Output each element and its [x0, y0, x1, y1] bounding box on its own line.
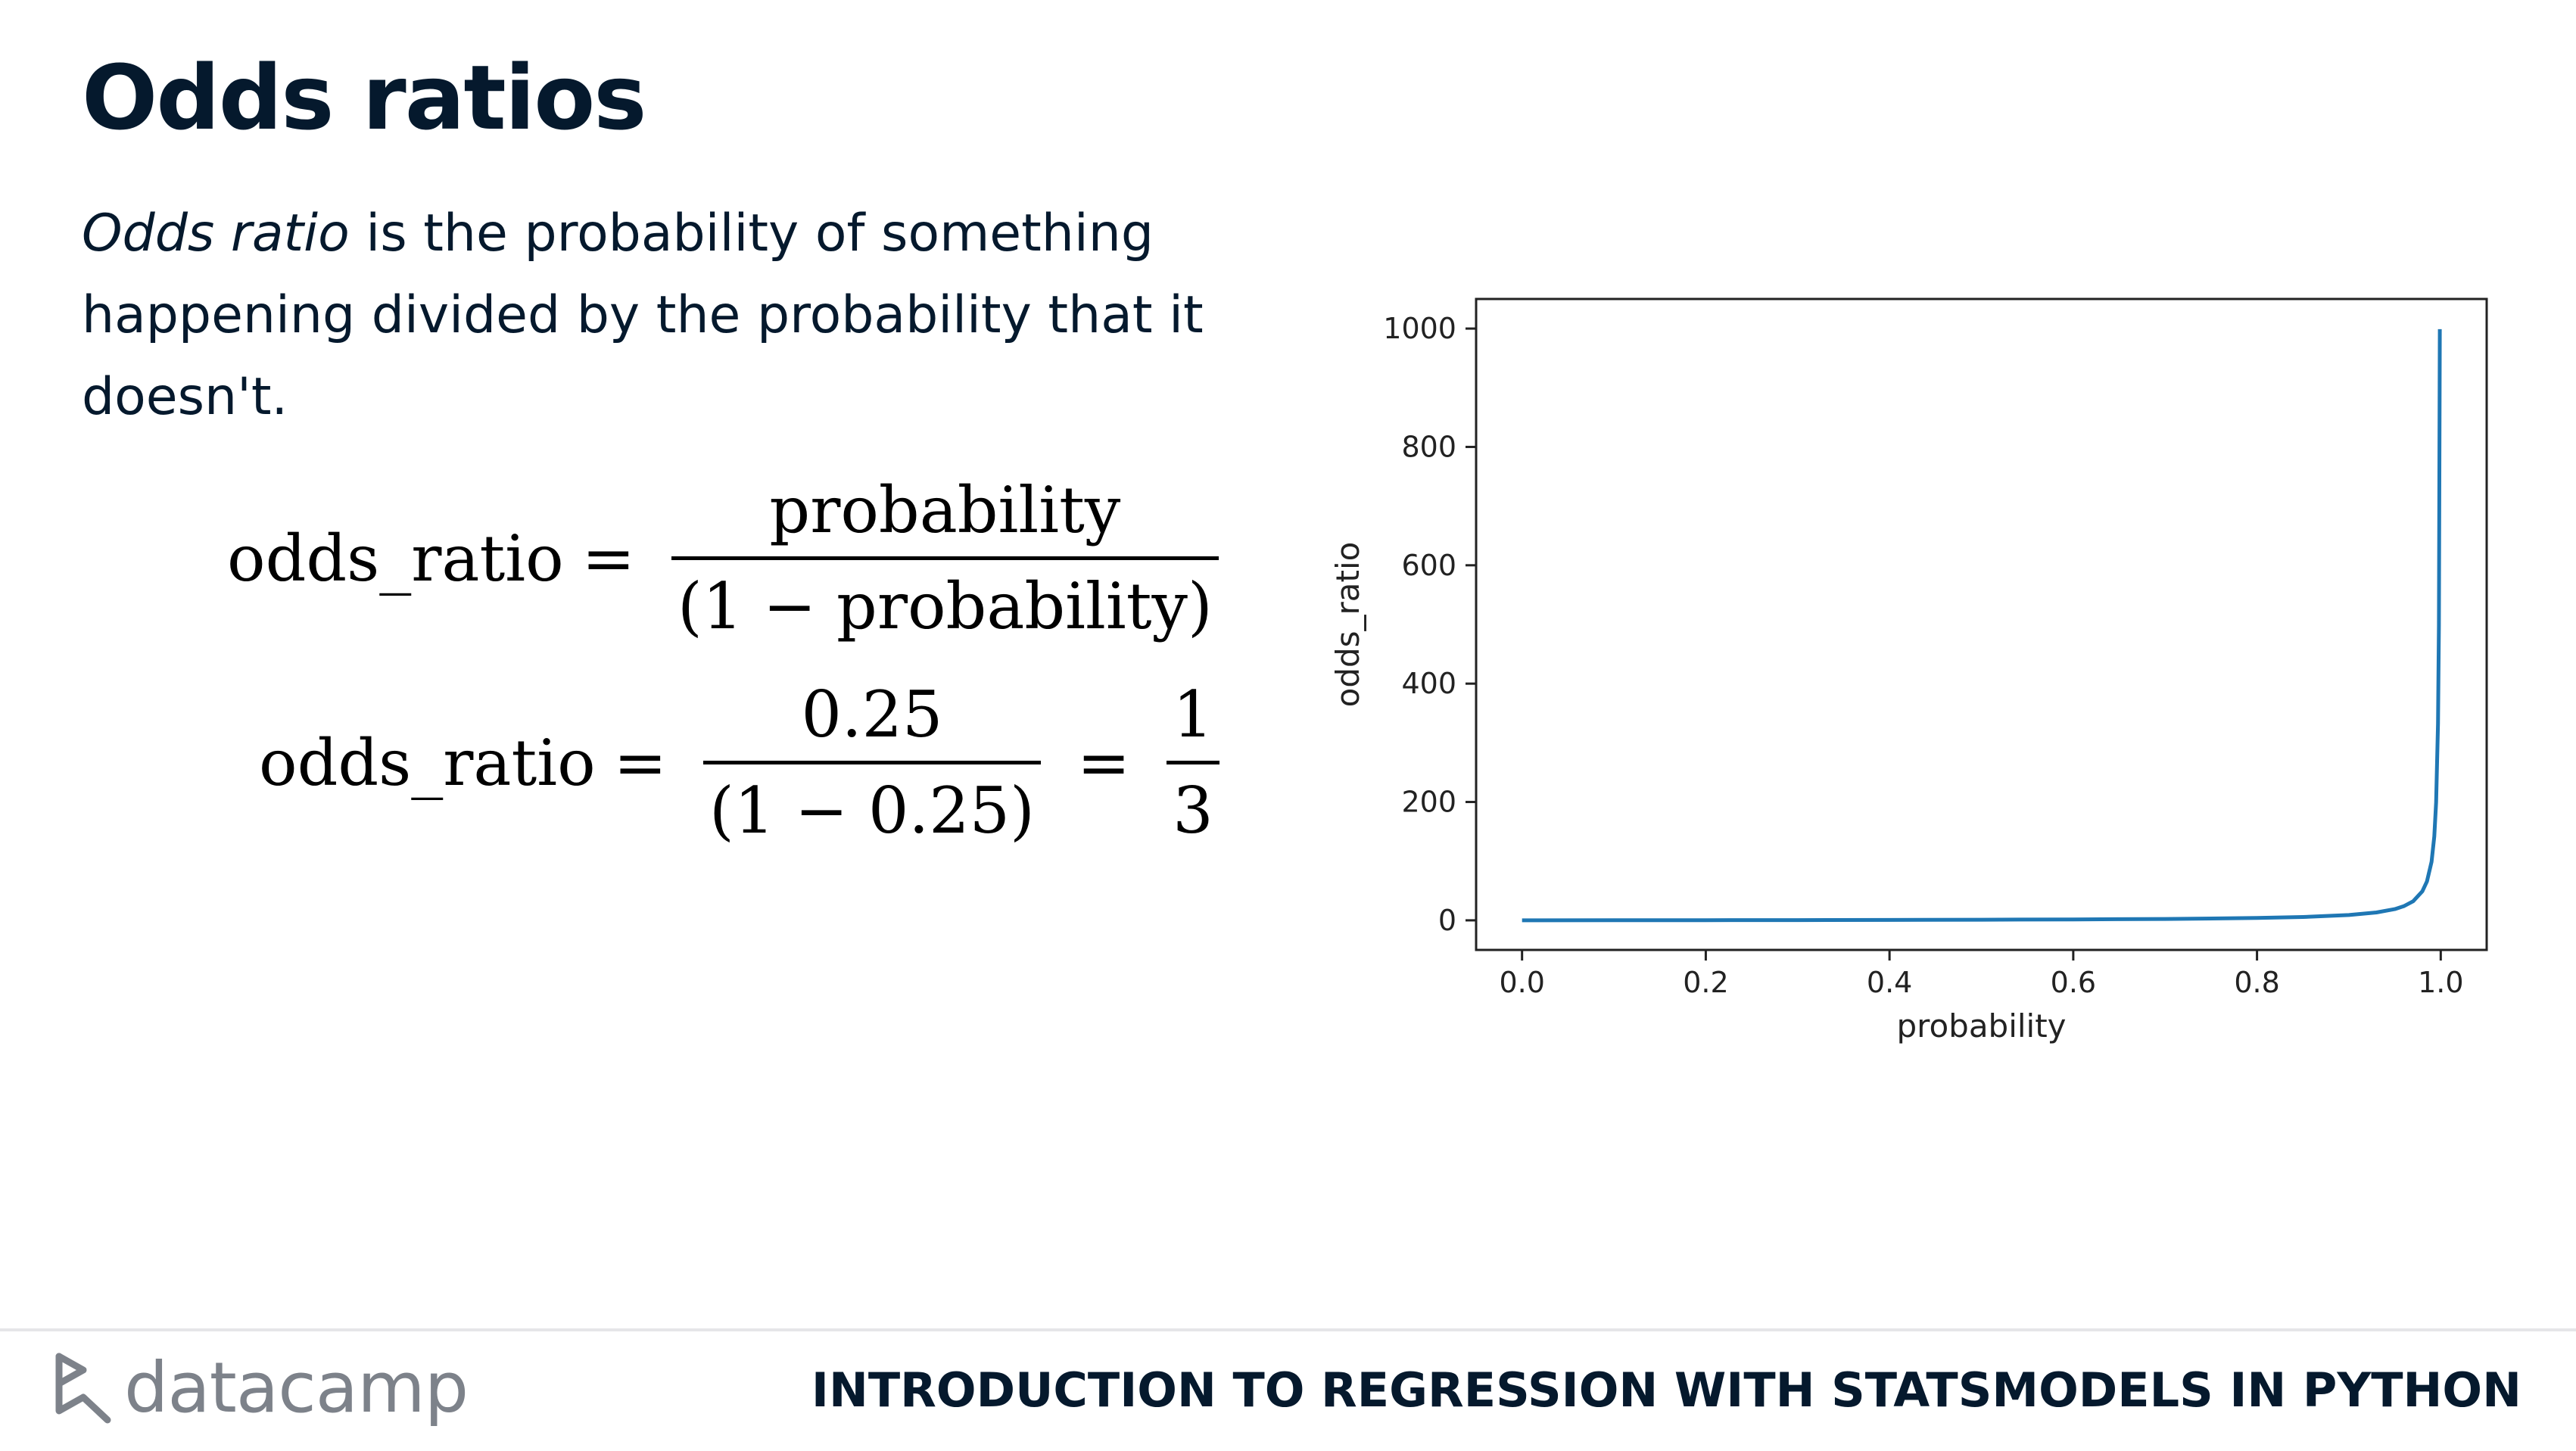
equals-sign: = [1076, 725, 1131, 800]
y-tick-label: 0 [1438, 904, 1456, 937]
datacamp-logo-icon [55, 1353, 111, 1423]
brand-name: datacamp [124, 1347, 469, 1428]
series-line [1522, 328, 2442, 923]
formula-numerator: 0.25 [801, 677, 943, 752]
result-fraction: 1 3 [1167, 677, 1219, 848]
y-tick-label: 600 [1401, 549, 1456, 582]
result-denominator: 3 [1167, 761, 1219, 848]
plot-frame [1475, 297, 2488, 951]
formula-lhs: odds_ratio [227, 521, 564, 596]
x-tick-label: 0.8 [2234, 966, 2279, 999]
y-tick-label: 1000 [1383, 312, 1456, 345]
formula-fraction: probability (1 − probability) [671, 473, 1219, 643]
equals-sign: = [581, 521, 636, 596]
result-numerator: 1 [1173, 677, 1213, 752]
equals-sign: = [613, 725, 668, 800]
x-tick-label: 0.2 [1683, 966, 1728, 999]
formula-fraction: 0.25 (1 − 0.25) [703, 677, 1041, 848]
formula-lhs: odds_ratio [259, 725, 596, 800]
formula-numerator: probability [769, 473, 1121, 547]
formula-example: odds_ratio = 0.25 (1 − 0.25) = 1 3 [259, 677, 1238, 848]
formula-denominator: (1 − probability) [671, 556, 1219, 643]
definition-term: Odds ratio [82, 204, 350, 263]
y-axis-label: odds_ratio [1332, 542, 1366, 708]
formula-denominator: (1 − 0.25) [703, 761, 1041, 848]
y-tick-label: 400 [1401, 667, 1456, 700]
odds-ratio-chart: 0.0 0.2 0.4 0.6 0.8 1.0 0 200 400 600 800 1000 proba… [1332, 297, 2488, 1045]
footer-divider [0, 1328, 2576, 1331]
x-tick-label: 1.0 [2418, 966, 2463, 999]
y-tick-label: 800 [1401, 430, 1456, 463]
definition-text: Odds ratio is the probability of somethi… [82, 193, 1248, 438]
slide-title: Odds ratios [82, 45, 647, 150]
x-tick-label: 0.4 [1867, 966, 1912, 999]
x-axis-label: probability [1896, 1007, 2066, 1045]
brand-logo: datacamp [53, 1347, 469, 1428]
formula-general: odds_ratio = probability (1 − probabilit… [227, 473, 1237, 643]
course-title: INTRODUCTION TO REGRESSION WITH STATSMOD… [811, 1362, 2521, 1418]
definition-rest: is the probability of something happenin… [82, 204, 1204, 427]
x-tick-label: 0.0 [1499, 966, 1544, 999]
x-tick-label: 0.6 [2051, 966, 2096, 999]
y-tick-label: 200 [1401, 786, 1456, 819]
